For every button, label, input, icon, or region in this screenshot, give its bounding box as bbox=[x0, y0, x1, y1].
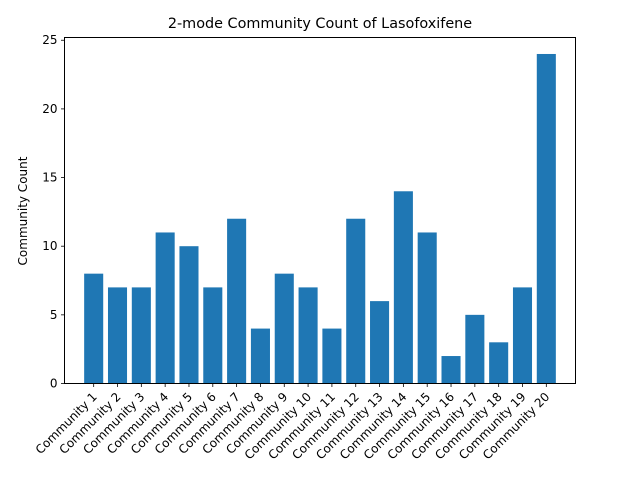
y-axis-label: Community Count bbox=[16, 156, 30, 265]
bar-17 bbox=[465, 314, 485, 384]
bar-3 bbox=[131, 287, 151, 384]
bar-6 bbox=[203, 287, 223, 384]
bar-10 bbox=[298, 287, 318, 384]
bar-2 bbox=[107, 287, 128, 384]
chart-title: 2-mode Community Count of Lasofoxifene bbox=[168, 16, 472, 32]
bar-14 bbox=[393, 191, 413, 384]
bar-19 bbox=[512, 287, 533, 384]
bar-1 bbox=[84, 273, 104, 384]
y-tick-label: 25 bbox=[42, 33, 57, 47]
bar-11 bbox=[322, 328, 342, 384]
y-axis: 0 5 10 15 20 25 bbox=[42, 33, 65, 391]
bars-group bbox=[84, 53, 556, 384]
bar-8 bbox=[250, 328, 270, 384]
y-tick-label: 10 bbox=[42, 239, 57, 253]
bar-9 bbox=[274, 273, 294, 384]
bar-15 bbox=[417, 232, 437, 384]
bar-12 bbox=[346, 218, 366, 384]
y-tick-label: 15 bbox=[42, 171, 57, 185]
bar-18 bbox=[489, 342, 509, 384]
plot-frame bbox=[64, 37, 576, 384]
y-tick-label: 20 bbox=[42, 102, 57, 116]
y-tick-label: 0 bbox=[50, 377, 58, 391]
bar-20 bbox=[536, 53, 556, 384]
bar-7 bbox=[227, 218, 247, 384]
y-tick-label: 5 bbox=[50, 308, 58, 322]
bar-4 bbox=[155, 232, 175, 384]
bar-16 bbox=[441, 356, 461, 384]
bar-13 bbox=[370, 301, 390, 384]
bar-5 bbox=[179, 246, 199, 384]
